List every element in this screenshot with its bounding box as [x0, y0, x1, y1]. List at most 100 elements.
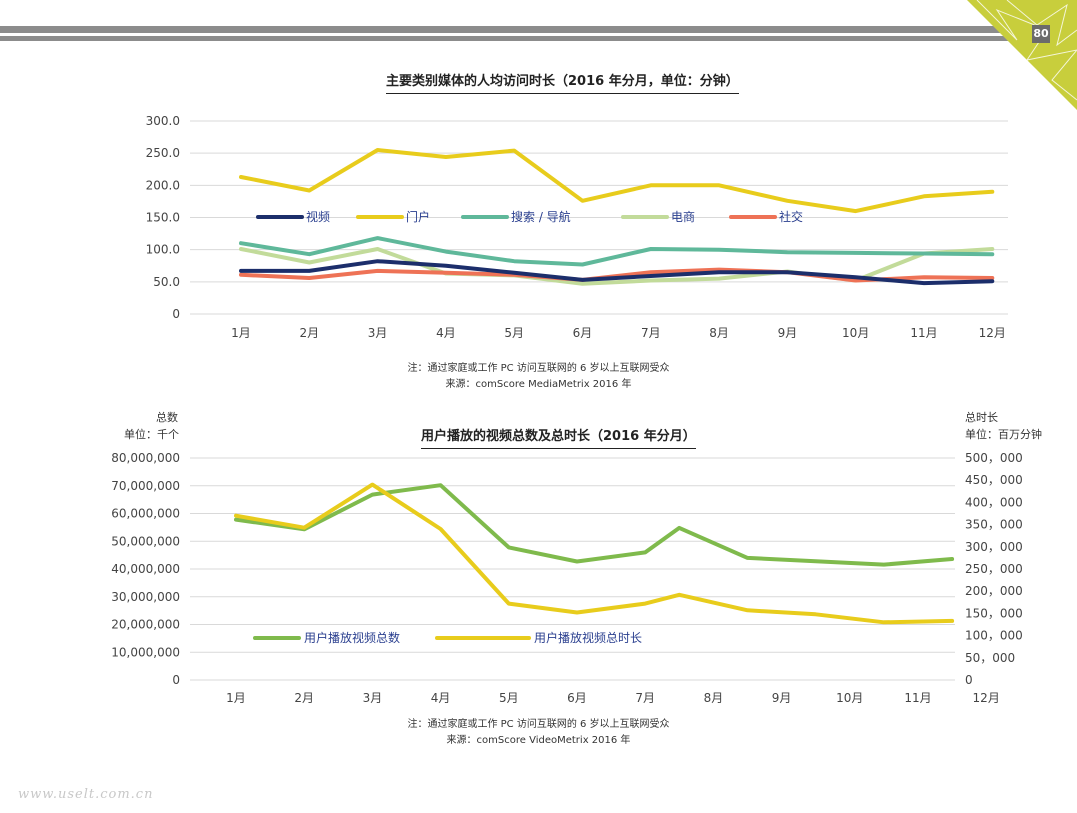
chart2-data-point [439, 527, 443, 531]
chart2-data-point [439, 483, 443, 487]
chart1-data-point [512, 149, 516, 153]
chart2-y-right-tick: 250，000 [965, 562, 1023, 576]
chart1-data-point [990, 252, 994, 256]
chart2-y-left-tick: 0 [172, 673, 180, 687]
chart2-y-right-tick: 200，000 [965, 584, 1023, 598]
chart2-data-point [575, 611, 579, 615]
chart1-data-point [444, 155, 448, 159]
chart1-x-tick: 4月 [436, 326, 456, 340]
chart2-data-point [643, 602, 647, 606]
chart1-y-tick: 0 [172, 307, 180, 321]
chart1-data-point [990, 279, 994, 283]
chart1-legend-label: 电商 [671, 209, 695, 224]
chart2-right-axis-unit: 单位：百万分钟 [965, 428, 1042, 441]
chart1-data-point [581, 199, 584, 203]
chart1-x-tick: 7月 [641, 326, 661, 340]
chart1-data-point [581, 262, 584, 266]
chart2-x-tick: 9月 [772, 691, 792, 705]
chart2-y-right-tick: 350，000 [965, 518, 1023, 532]
chart1-y-tick: 250.0 [146, 146, 180, 160]
chart1-y-tick: 150.0 [146, 211, 180, 225]
chart2-x-tick: 5月 [499, 691, 519, 705]
chart2-x-tick: 6月 [567, 691, 587, 705]
chart1-series-line [239, 148, 995, 214]
chart2-data-point [746, 608, 749, 612]
chart1-data-point [854, 275, 858, 279]
chart1-y-tick: 50.0 [153, 275, 180, 289]
chart1-data-point [376, 247, 380, 251]
chart1-data-point [649, 183, 653, 187]
chart1-data-point [307, 252, 311, 256]
header-bar-lower [0, 36, 1060, 41]
chart1-legend-label: 门户 [406, 209, 430, 224]
chart2-y-left-tick: 20,000,000 [111, 618, 180, 632]
chart1-data-point [649, 247, 653, 251]
chart1-source: 来源：comScore MediaMetrix 2016 年 [445, 379, 632, 390]
chart2-note: 注：通过家庭或工作 PC 访问互联网的 6 岁以上互联网受众 [407, 719, 670, 730]
chart1-data-point [717, 248, 721, 252]
chart1-data-point [307, 276, 311, 280]
chart2-x-tick: 10月 [836, 691, 863, 705]
chart2-x-tick: 11月 [904, 691, 931, 705]
chart2-data-point [507, 545, 511, 549]
chart1-x-tick: 1月 [231, 326, 251, 340]
chart2-x-tick: 3月 [363, 691, 383, 705]
chart2-y-left-tick: 40,000,000 [111, 562, 180, 576]
chart1-data-point [785, 270, 789, 274]
chart1-data-point [444, 271, 448, 275]
chart1-x-tick: 3月 [368, 326, 388, 340]
chart2-y-right-tick: 500，000 [965, 451, 1023, 465]
chart2-x-tick: 12月 [973, 691, 1000, 705]
chart1-x-tick: 10月 [842, 326, 869, 340]
chart2-x-tick: 4月 [431, 691, 451, 705]
chart2-data-point [507, 602, 511, 606]
chart1-data-point [239, 175, 243, 179]
chart1-data-point [512, 273, 516, 277]
chart1-x-tick: 5月 [504, 326, 524, 340]
chart1-data-point [444, 264, 448, 268]
chart2-data-point [950, 619, 954, 623]
chart2-y-left-tick: 10,000,000 [111, 645, 180, 659]
chart1-data-point [581, 278, 584, 282]
chart1-data-point [307, 269, 311, 273]
chart2-y-right-tick: 150，000 [965, 606, 1023, 620]
chart1-data-point [376, 259, 380, 263]
chart1-data-point [307, 261, 311, 265]
chart2-data-point [677, 593, 681, 597]
chart2-data-point [302, 527, 306, 531]
chart2-data-point [677, 526, 681, 530]
chart2-series-line [234, 482, 955, 625]
chart2-y-right-tick: 450，000 [965, 473, 1023, 487]
chart1-data-point [922, 194, 926, 198]
chart1-data-point [922, 275, 926, 279]
chart1-data-point [717, 277, 721, 281]
chart2-y-left-tick: 60,000,000 [111, 507, 180, 521]
chart2-x-tick: 2月 [294, 691, 314, 705]
chart2-left-axis-title: 总数 [156, 411, 178, 424]
chart1-data-point [785, 270, 789, 274]
chart1-data-point [990, 190, 994, 194]
chart2-data-point [234, 518, 238, 522]
chart1-data-point [307, 188, 311, 192]
chart1-x-tick: 6月 [573, 326, 593, 340]
chart1-data-point [922, 252, 926, 256]
chart2-data-point [370, 483, 374, 487]
chart2-data-point [370, 493, 374, 497]
chart2-y-right-tick: 50，000 [965, 651, 1015, 665]
chart1-x-tick: 8月 [709, 326, 729, 340]
chart1-data-point [581, 282, 584, 286]
chart2-y-left-tick: 50,000,000 [111, 534, 180, 548]
chart2-data-point [814, 559, 818, 563]
chart1-series-line [239, 236, 995, 267]
watermark: www.uselt.com.cn [18, 787, 154, 802]
chart1-data-point [649, 270, 653, 274]
chart1-data-point [649, 274, 653, 278]
chart1-legend-label: 社交 [779, 209, 803, 224]
chart2-data-point [746, 556, 749, 560]
chart1-data-point [512, 271, 516, 275]
chart2-series-line [234, 483, 955, 567]
corner-decoration [967, 0, 1077, 110]
chart1-data-point [854, 209, 858, 213]
